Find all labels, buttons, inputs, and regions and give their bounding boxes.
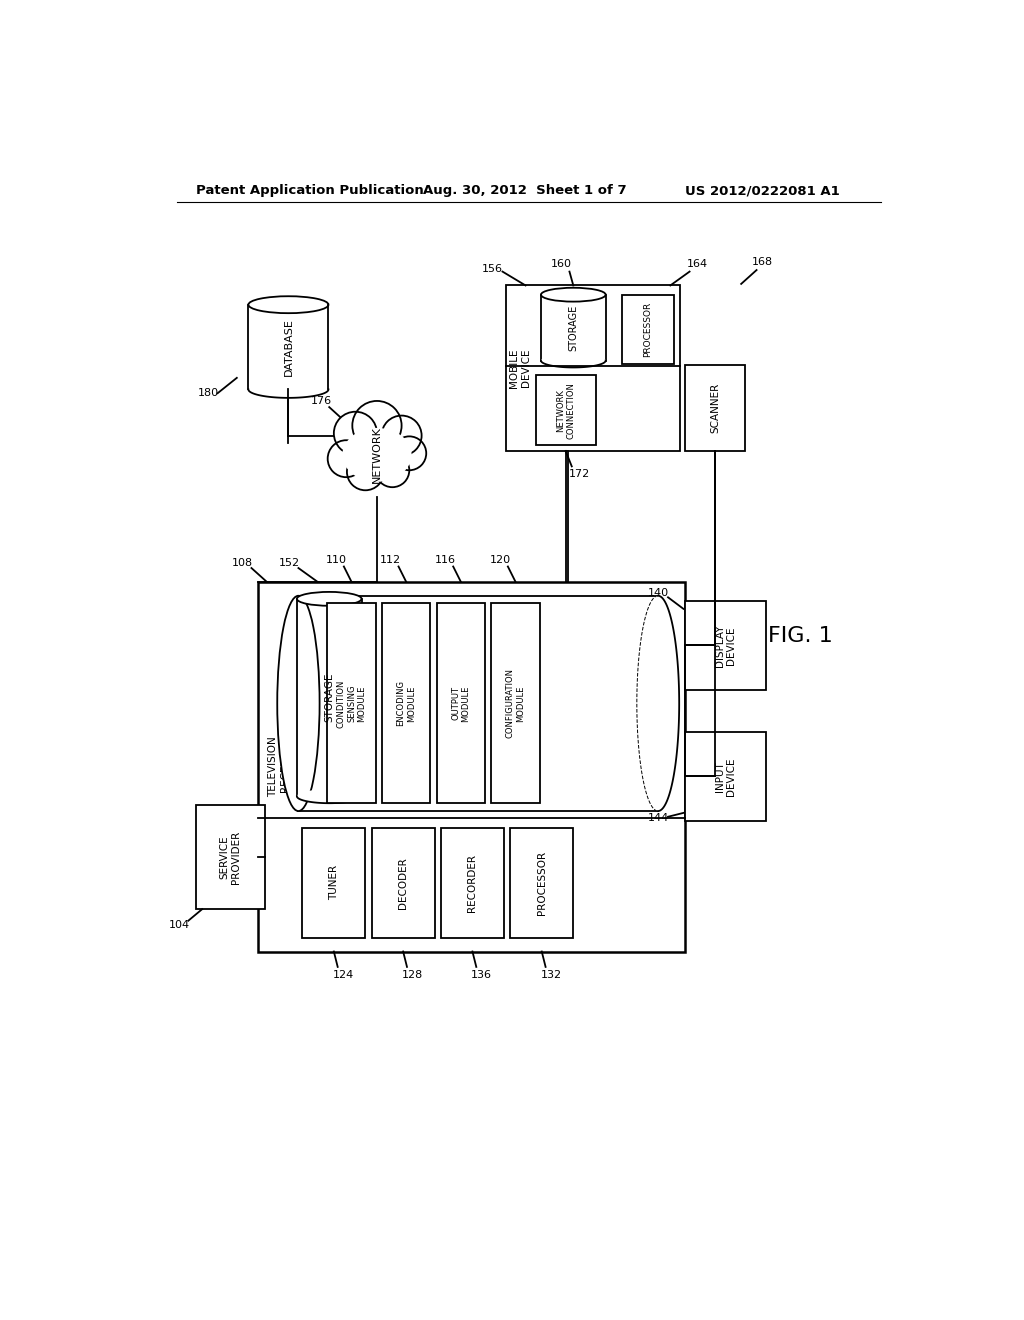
- Bar: [196, 805, 265, 909]
- Text: 116: 116: [435, 556, 456, 565]
- Text: DATABASE: DATABASE: [284, 318, 294, 376]
- Text: FIG. 1: FIG. 1: [768, 626, 833, 645]
- Text: 110: 110: [326, 556, 347, 565]
- Text: STORAGE: STORAGE: [325, 673, 334, 722]
- Text: 152: 152: [279, 557, 300, 568]
- Text: CONDITION
SENSING
MODULE: CONDITION SENSING MODULE: [337, 680, 367, 727]
- Bar: [258, 582, 685, 952]
- Bar: [510, 828, 573, 937]
- Text: DECODER: DECODER: [398, 857, 409, 908]
- Text: INPUT
DEVICE: INPUT DEVICE: [715, 758, 736, 796]
- Text: 128: 128: [401, 970, 423, 979]
- Text: SERVICE
PROVIDER: SERVICE PROVIDER: [220, 830, 242, 884]
- Text: ENCODING
MODULE: ENCODING MODULE: [396, 680, 416, 726]
- Circle shape: [328, 441, 365, 478]
- Text: CONFIGURATION
MODULE: CONFIGURATION MODULE: [506, 668, 525, 738]
- Bar: [536, 375, 596, 445]
- Text: PROCESSOR: PROCESSOR: [643, 302, 652, 358]
- Text: 164: 164: [687, 259, 708, 269]
- Text: 108: 108: [231, 557, 253, 568]
- Bar: [441, 828, 504, 937]
- Ellipse shape: [637, 595, 679, 810]
- Bar: [622, 294, 674, 364]
- Text: 180: 180: [198, 388, 219, 399]
- Text: SCANNER: SCANNER: [710, 383, 720, 433]
- Ellipse shape: [297, 591, 361, 606]
- Ellipse shape: [249, 296, 329, 313]
- Text: 140: 140: [647, 589, 669, 598]
- Text: MOBILE
DEVICE: MOBILE DEVICE: [509, 348, 531, 388]
- Bar: [298, 595, 658, 810]
- Circle shape: [392, 437, 426, 470]
- Circle shape: [382, 416, 422, 455]
- Text: TELEVISION
RECEIVER: TELEVISION RECEIVER: [268, 737, 290, 797]
- Bar: [382, 603, 430, 804]
- Circle shape: [352, 401, 401, 450]
- Bar: [328, 603, 376, 804]
- Circle shape: [376, 453, 410, 487]
- Bar: [685, 364, 745, 451]
- Ellipse shape: [541, 288, 605, 302]
- Ellipse shape: [249, 381, 329, 397]
- Ellipse shape: [541, 354, 605, 367]
- Text: PROCESSOR: PROCESSOR: [537, 850, 547, 915]
- Text: STORAGE: STORAGE: [568, 305, 579, 351]
- Text: Patent Application Publication: Patent Application Publication: [196, 185, 424, 197]
- Bar: [436, 603, 485, 804]
- Ellipse shape: [278, 595, 319, 810]
- Ellipse shape: [333, 418, 421, 491]
- Text: DISPLAY
DEVICE: DISPLAY DEVICE: [715, 624, 736, 667]
- Text: 136: 136: [471, 970, 493, 979]
- Circle shape: [334, 412, 377, 455]
- Bar: [372, 828, 435, 937]
- Text: OUTPUT
MODULE: OUTPUT MODULE: [452, 685, 471, 722]
- Text: 156: 156: [482, 264, 503, 273]
- Bar: [302, 828, 366, 937]
- Text: 172: 172: [569, 469, 590, 479]
- Text: RECORDER: RECORDER: [467, 854, 477, 912]
- Circle shape: [347, 453, 384, 490]
- Text: 104: 104: [169, 920, 189, 929]
- Bar: [506, 285, 680, 451]
- Text: 168: 168: [752, 257, 772, 268]
- Text: 176: 176: [311, 396, 332, 407]
- Text: US 2012/0222081 A1: US 2012/0222081 A1: [685, 185, 840, 197]
- Text: 124: 124: [333, 970, 353, 979]
- Text: Aug. 30, 2012  Sheet 1 of 7: Aug. 30, 2012 Sheet 1 of 7: [423, 185, 627, 197]
- Text: NETWORK
CONNECTION: NETWORK CONNECTION: [556, 381, 575, 438]
- Bar: [685, 601, 766, 689]
- Bar: [492, 603, 540, 804]
- Text: 144: 144: [647, 813, 669, 824]
- Text: TUNER: TUNER: [329, 865, 339, 900]
- Text: NETWORK: NETWORK: [372, 426, 382, 483]
- Text: 112: 112: [380, 556, 401, 565]
- Ellipse shape: [297, 789, 361, 803]
- Text: 120: 120: [489, 556, 511, 565]
- Text: 160: 160: [551, 259, 572, 269]
- Bar: [685, 733, 766, 821]
- Ellipse shape: [342, 428, 412, 482]
- Text: 132: 132: [541, 970, 561, 979]
